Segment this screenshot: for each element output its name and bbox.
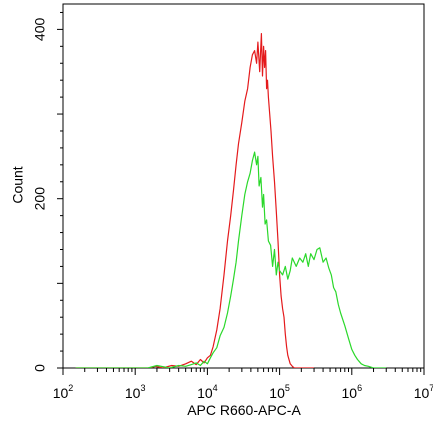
y-tick-label: 400 <box>32 18 48 42</box>
series-line-2 <box>75 151 387 368</box>
plot-area: 0 200 400 102 103 104 105 106 107 <box>32 3 433 401</box>
x-axis-label: APC R660-APC-A <box>187 402 301 418</box>
y-axis-title: Count <box>10 166 26 203</box>
x-tick-label: 104 <box>197 383 218 401</box>
y-tick-label: 0 <box>32 364 48 372</box>
x-tick-label: 103 <box>125 383 146 401</box>
x-tick-label: 105 <box>269 383 290 401</box>
x-tick-label: 102 <box>53 383 74 401</box>
plot-frame <box>62 3 425 369</box>
y-tick-label: 200 <box>32 187 48 211</box>
x-tick-label: 107 <box>414 383 433 401</box>
y-axis-label: Count <box>10 166 26 203</box>
series-line-1 <box>75 32 314 368</box>
x-tick-label: 106 <box>342 383 363 401</box>
